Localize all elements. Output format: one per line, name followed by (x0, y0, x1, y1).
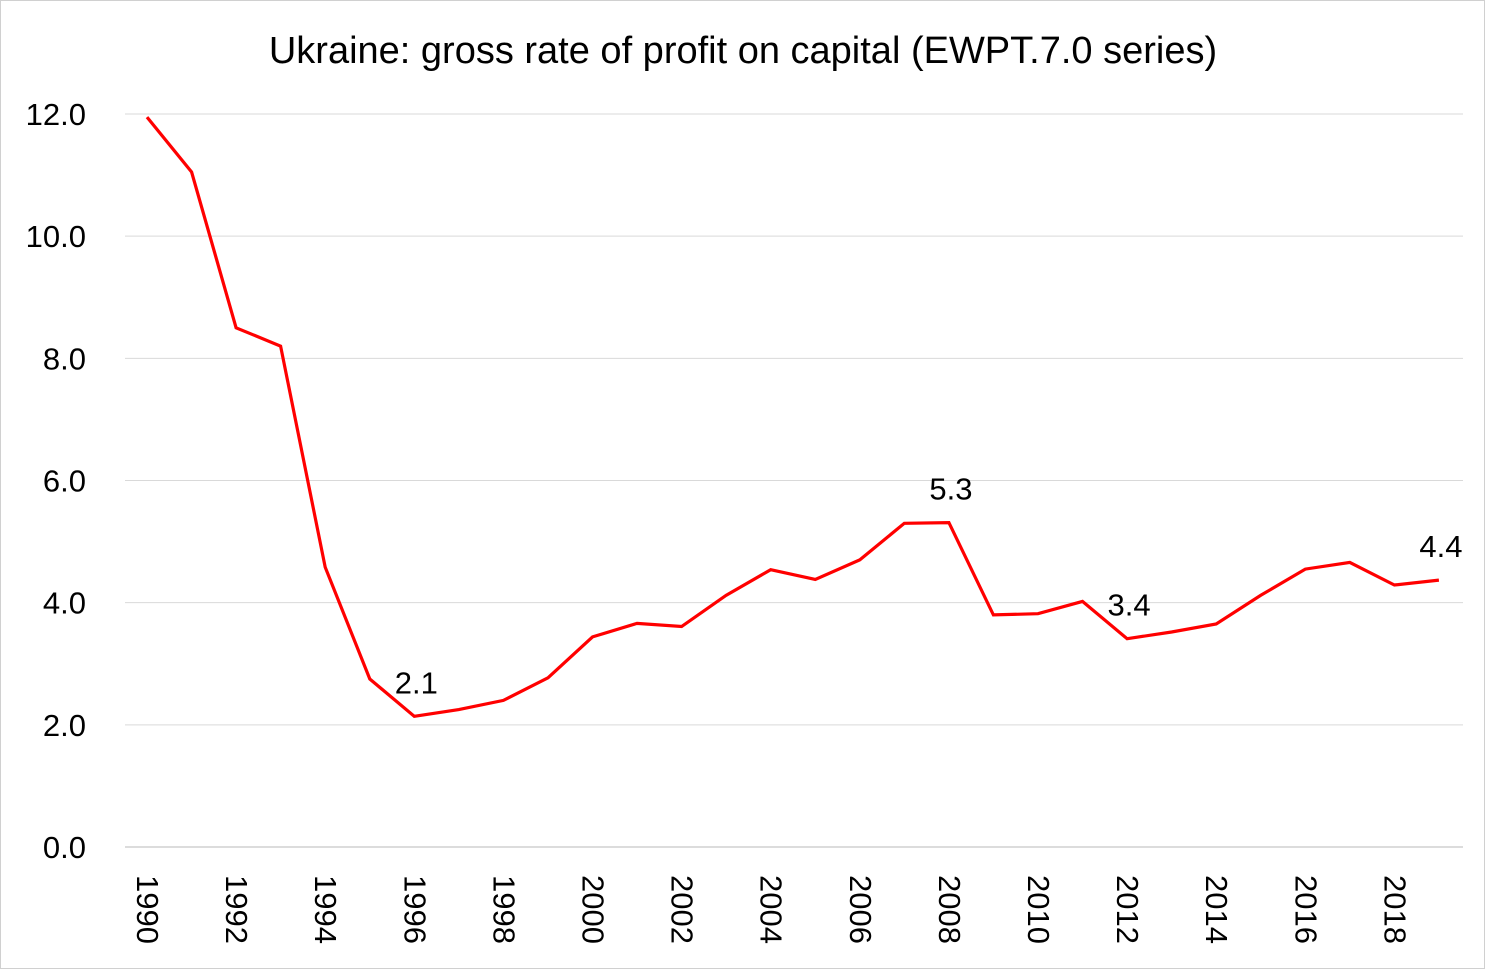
x-axis-ticks: 1990 1992 1994 1996 1998 2000 2002 2004 2006 2008… (130, 875, 1412, 944)
x-tick-label: 2010 (1021, 875, 1056, 944)
x-tick-label: 1996 (397, 875, 432, 944)
data-label: 3.4 (1108, 588, 1151, 623)
y-tick-label: 6.0 (43, 464, 86, 499)
x-tick-label: 2016 (1288, 875, 1323, 944)
x-tick-label: 2004 (754, 875, 789, 944)
x-tick-label: 2008 (932, 875, 967, 944)
x-tick-label: 1994 (308, 875, 343, 944)
y-tick-label: 2.0 (43, 708, 86, 743)
x-tick-label: 1998 (486, 875, 521, 944)
data-label: 5.3 (929, 472, 972, 507)
series-line (145, 116, 1440, 718)
y-tick-label: 10.0 (26, 219, 86, 254)
x-tick-label: 1992 (219, 875, 254, 944)
x-tick-label: 2006 (843, 875, 878, 944)
gridlines (125, 113, 1463, 848)
y-tick-label: 4.0 (43, 586, 86, 621)
chart-title: Ukraine: gross rate of profit on capital… (269, 30, 1217, 72)
x-tick-label: 2000 (576, 875, 611, 944)
data-label: 4.4 (1419, 529, 1462, 564)
data-labels: 2.1 5.3 3.4 4.4 (395, 472, 1463, 701)
x-tick-label: 2002 (665, 875, 700, 944)
y-tick-label: 12.0 (26, 97, 86, 132)
x-tick-label: 1990 (130, 875, 165, 944)
data-label: 2.1 (395, 665, 438, 700)
x-tick-label: 2018 (1377, 875, 1412, 944)
y-tick-label: 8.0 (43, 341, 86, 376)
y-axis-ticks: 0.0 2.0 4.0 6.0 8.0 10.0 12.0 (26, 97, 86, 865)
y-tick-label: 0.0 (43, 830, 86, 865)
series-group (145, 116, 1440, 718)
x-tick-label: 2014 (1199, 875, 1234, 944)
x-tick-label: 2012 (1110, 875, 1145, 944)
